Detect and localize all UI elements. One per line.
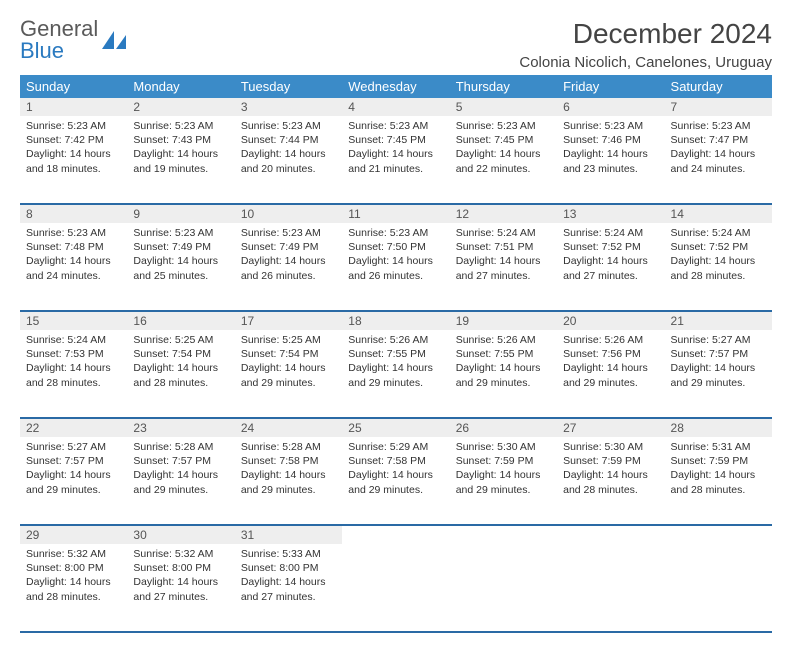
day-body-cell: Sunrise: 5:28 AMSunset: 7:57 PMDaylight:… (127, 437, 234, 525)
logo: General Blue (20, 18, 128, 62)
day-body-cell: Sunrise: 5:25 AMSunset: 7:54 PMDaylight:… (235, 330, 342, 418)
day-body-cell (665, 544, 772, 632)
day-number-cell: 9 (127, 204, 234, 223)
day-number-cell: 1 (20, 98, 127, 116)
day-body-cell: Sunrise: 5:27 AMSunset: 7:57 PMDaylight:… (20, 437, 127, 525)
day-header: Sunday (20, 75, 127, 98)
day-number-cell: 5 (450, 98, 557, 116)
day-number-cell: 17 (235, 311, 342, 330)
day-body-cell: Sunrise: 5:31 AMSunset: 7:59 PMDaylight:… (665, 437, 772, 525)
day-number-cell: 3 (235, 98, 342, 116)
page-title: December 2024 (519, 18, 772, 50)
day-body-cell: Sunrise: 5:30 AMSunset: 7:59 PMDaylight:… (450, 437, 557, 525)
day-body-cell: Sunrise: 5:25 AMSunset: 7:54 PMDaylight:… (127, 330, 234, 418)
day-number-cell (342, 525, 449, 544)
day-body-cell: Sunrise: 5:30 AMSunset: 7:59 PMDaylight:… (557, 437, 664, 525)
page-subtitle: Colonia Nicolich, Canelones, Uruguay (519, 54, 772, 71)
day-number-cell: 31 (235, 525, 342, 544)
day-body-cell: Sunrise: 5:26 AMSunset: 7:55 PMDaylight:… (342, 330, 449, 418)
day-body-cell: Sunrise: 5:23 AMSunset: 7:45 PMDaylight:… (342, 116, 449, 204)
day-body-cell (557, 544, 664, 632)
day-body-cell: Sunrise: 5:23 AMSunset: 7:45 PMDaylight:… (450, 116, 557, 204)
day-body-cell: Sunrise: 5:27 AMSunset: 7:57 PMDaylight:… (665, 330, 772, 418)
day-number-cell (450, 525, 557, 544)
day-header: Monday (127, 75, 234, 98)
day-number-cell: 10 (235, 204, 342, 223)
day-number-cell: 11 (342, 204, 449, 223)
day-body-cell: Sunrise: 5:24 AMSunset: 7:51 PMDaylight:… (450, 223, 557, 311)
day-header: Saturday (665, 75, 772, 98)
day-number-cell: 12 (450, 204, 557, 223)
day-number-cell: 26 (450, 418, 557, 437)
day-body-cell: Sunrise: 5:26 AMSunset: 7:56 PMDaylight:… (557, 330, 664, 418)
day-body-cell: Sunrise: 5:23 AMSunset: 7:43 PMDaylight:… (127, 116, 234, 204)
day-body-cell (450, 544, 557, 632)
day-body-cell: Sunrise: 5:23 AMSunset: 7:49 PMDaylight:… (127, 223, 234, 311)
day-body-cell: Sunrise: 5:23 AMSunset: 7:48 PMDaylight:… (20, 223, 127, 311)
day-number-cell: 13 (557, 204, 664, 223)
day-body-cell: Sunrise: 5:32 AMSunset: 8:00 PMDaylight:… (20, 544, 127, 632)
day-body-cell: Sunrise: 5:23 AMSunset: 7:44 PMDaylight:… (235, 116, 342, 204)
day-number-cell: 30 (127, 525, 234, 544)
day-number-cell: 4 (342, 98, 449, 116)
day-number-cell: 8 (20, 204, 127, 223)
day-number-cell: 18 (342, 311, 449, 330)
day-header: Thursday (450, 75, 557, 98)
day-header: Wednesday (342, 75, 449, 98)
day-number-cell: 27 (557, 418, 664, 437)
day-number-cell: 24 (235, 418, 342, 437)
day-body-cell: Sunrise: 5:24 AMSunset: 7:52 PMDaylight:… (665, 223, 772, 311)
day-body-cell: Sunrise: 5:23 AMSunset: 7:46 PMDaylight:… (557, 116, 664, 204)
day-body-cell: Sunrise: 5:28 AMSunset: 7:58 PMDaylight:… (235, 437, 342, 525)
day-number-cell: 22 (20, 418, 127, 437)
day-body-cell: Sunrise: 5:24 AMSunset: 7:53 PMDaylight:… (20, 330, 127, 418)
day-number-cell: 6 (557, 98, 664, 116)
day-header: Tuesday (235, 75, 342, 98)
day-body-cell: Sunrise: 5:29 AMSunset: 7:58 PMDaylight:… (342, 437, 449, 525)
day-number-cell: 19 (450, 311, 557, 330)
logo-sail-icon (100, 29, 128, 51)
day-number-cell (557, 525, 664, 544)
day-body-cell: Sunrise: 5:24 AMSunset: 7:52 PMDaylight:… (557, 223, 664, 311)
day-number-cell: 14 (665, 204, 772, 223)
day-number-cell: 25 (342, 418, 449, 437)
day-number-cell: 21 (665, 311, 772, 330)
day-body-cell: Sunrise: 5:33 AMSunset: 8:00 PMDaylight:… (235, 544, 342, 632)
day-body-cell (342, 544, 449, 632)
logo-text-2: Blue (20, 38, 64, 63)
day-number-cell: 7 (665, 98, 772, 116)
calendar-table: SundayMondayTuesdayWednesdayThursdayFrid… (20, 75, 772, 633)
day-body-cell: Sunrise: 5:23 AMSunset: 7:50 PMDaylight:… (342, 223, 449, 311)
day-number-cell: 16 (127, 311, 234, 330)
day-number-cell: 23 (127, 418, 234, 437)
day-number-cell: 29 (20, 525, 127, 544)
day-body-cell: Sunrise: 5:23 AMSunset: 7:47 PMDaylight:… (665, 116, 772, 204)
day-header: Friday (557, 75, 664, 98)
day-number-cell: 28 (665, 418, 772, 437)
header: General Blue December 2024 Colonia Nicol… (20, 18, 772, 71)
day-body-cell: Sunrise: 5:26 AMSunset: 7:55 PMDaylight:… (450, 330, 557, 418)
day-body-cell: Sunrise: 5:32 AMSunset: 8:00 PMDaylight:… (127, 544, 234, 632)
day-number-cell: 2 (127, 98, 234, 116)
day-number-cell: 15 (20, 311, 127, 330)
day-body-cell: Sunrise: 5:23 AMSunset: 7:49 PMDaylight:… (235, 223, 342, 311)
day-body-cell: Sunrise: 5:23 AMSunset: 7:42 PMDaylight:… (20, 116, 127, 204)
day-number-cell: 20 (557, 311, 664, 330)
day-number-cell (665, 525, 772, 544)
